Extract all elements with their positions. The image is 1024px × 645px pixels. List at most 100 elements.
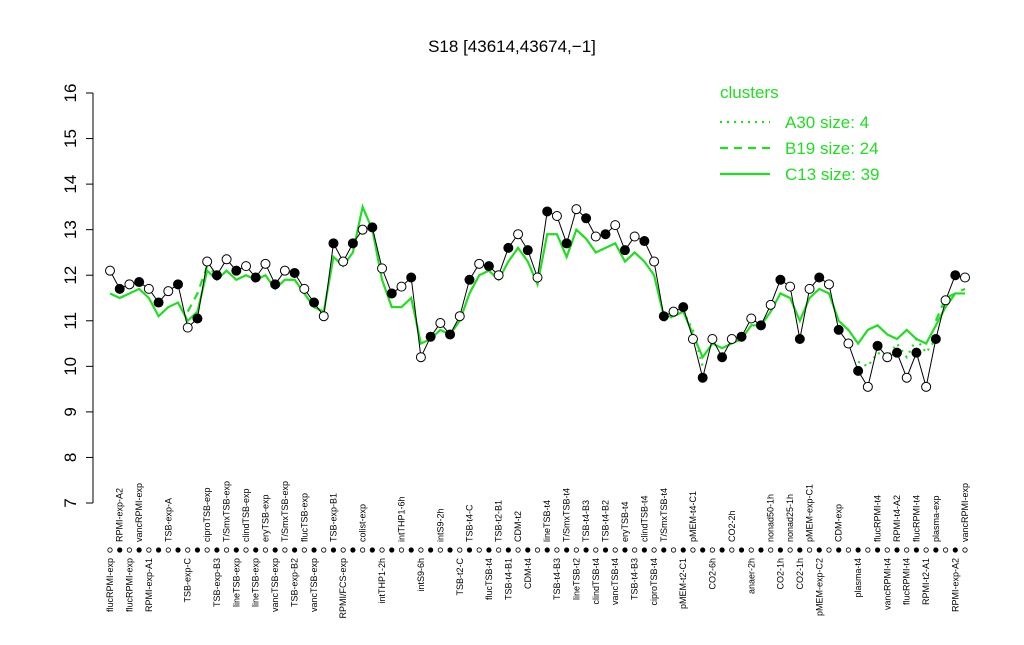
rug-dot <box>136 547 142 553</box>
data-point <box>396 281 407 292</box>
x-tick-label: T/SmxTSB-exp <box>280 481 290 542</box>
rug-dot <box>661 547 667 553</box>
x-tick-label: CDM-t2 <box>513 511 523 542</box>
x-tick-label: ciproTSB-exp <box>202 487 212 542</box>
data-point <box>794 334 805 344</box>
rug-dot <box>321 547 327 553</box>
data-point <box>785 281 796 292</box>
rug-dot <box>301 547 307 553</box>
cluster-line <box>186 264 218 313</box>
data-point <box>882 352 893 363</box>
data-point <box>872 340 883 351</box>
rug-dot <box>389 547 395 553</box>
data-point <box>250 272 261 283</box>
x-tick-label: vancRPMI-t4 <box>882 558 892 610</box>
rug-dot <box>583 547 589 553</box>
rug-dot <box>874 547 881 553</box>
data-point <box>775 274 786 285</box>
data-point <box>629 231 640 242</box>
rug-dot <box>194 547 201 553</box>
data-point <box>328 238 339 249</box>
rug-dot <box>787 547 793 553</box>
rug-dot <box>680 547 686 553</box>
x-tick-label: lineTSB-t2 <box>571 558 581 600</box>
rug-dot <box>709 547 715 553</box>
data-point <box>454 311 465 322</box>
rug-dot <box>593 547 599 553</box>
x-tick-label: plasma-exp <box>931 495 941 542</box>
rug-dot <box>379 547 385 553</box>
rug-dot <box>729 547 735 553</box>
x-tick-label: intS9-6h <box>416 558 426 592</box>
rug-dot <box>573 547 579 553</box>
data-point <box>415 352 426 363</box>
x-tick-label: vancRPMI-exp <box>134 483 144 542</box>
data-point <box>347 238 358 249</box>
rug-dot <box>758 547 764 553</box>
data-point <box>386 288 397 299</box>
data-point <box>600 229 611 240</box>
data-point <box>542 206 553 217</box>
rug-dot <box>942 547 949 553</box>
y-tick-label: 15 <box>61 129 80 148</box>
x-tick-label: RPMI-t4-A2 <box>892 495 902 542</box>
rug-dot <box>816 547 822 553</box>
y-tick-label: 12 <box>61 266 80 285</box>
x-tick-label: TSB-t4-B2 <box>601 500 611 542</box>
x-tick-label: nonad50-1h <box>766 494 776 542</box>
rug-dot <box>340 547 346 553</box>
x-tick-label: TSB-t4-C <box>464 504 474 542</box>
data-point <box>503 242 514 253</box>
rug-dot <box>175 547 181 553</box>
x-tick-label: flucTSB-exp <box>299 493 309 542</box>
y-tick-label: 13 <box>61 220 80 239</box>
x-tick-label: intTHP1-2h <box>377 558 387 604</box>
data-point <box>639 236 650 247</box>
data-point <box>901 372 912 383</box>
rug-dot <box>262 547 269 553</box>
y-tick-label: 8 <box>61 453 80 462</box>
data-point <box>299 283 310 294</box>
data-point <box>619 245 630 256</box>
data-point <box>318 311 329 322</box>
rug-dot <box>398 547 405 553</box>
data-point <box>649 256 660 267</box>
data-point <box>182 322 193 333</box>
rug-dot <box>738 547 745 553</box>
data-point <box>309 297 320 308</box>
data-point <box>192 313 203 324</box>
x-tick-label: ciproTSB-t4 <box>649 558 659 606</box>
rug-dot <box>777 547 783 553</box>
data-point <box>551 211 562 221</box>
x-tick-label: TSB-t4-B3 <box>581 500 591 542</box>
rug-dot <box>214 547 220 553</box>
rug-dot <box>913 547 920 553</box>
x-tick-label: clindTSB-t4 <box>591 558 601 605</box>
x-tick-label: TSB-exp-B3 <box>212 558 222 607</box>
rug-dot <box>865 547 871 553</box>
data-point <box>581 213 592 224</box>
data-point <box>736 331 747 342</box>
rug-dot <box>476 547 482 553</box>
x-tick-label: RPMI-exp-A1 <box>144 558 154 612</box>
data-point <box>697 372 708 383</box>
y-tick-label: 9 <box>61 407 80 416</box>
rug-dot <box>719 547 725 553</box>
data-point <box>377 263 388 274</box>
data-point <box>823 279 834 290</box>
rug-dot <box>360 547 366 553</box>
x-tick-label: intTHP1-6h <box>396 496 406 542</box>
x-tick-label: flucRPMI-t4 <box>902 558 912 605</box>
rug-dot <box>894 547 900 553</box>
rug-dot <box>641 547 647 553</box>
x-tick-label: pMEM-exp-C1 <box>805 484 815 542</box>
x-tick-label: TSB-t4-B1 <box>503 558 513 600</box>
rug-dot <box>408 547 414 553</box>
data-point <box>163 286 174 297</box>
rug-dot <box>612 547 618 553</box>
data-point <box>930 334 941 344</box>
data-point <box>717 352 728 363</box>
rug-dot <box>223 547 230 553</box>
x-tick-label: TSB-t2-B1 <box>494 500 504 542</box>
